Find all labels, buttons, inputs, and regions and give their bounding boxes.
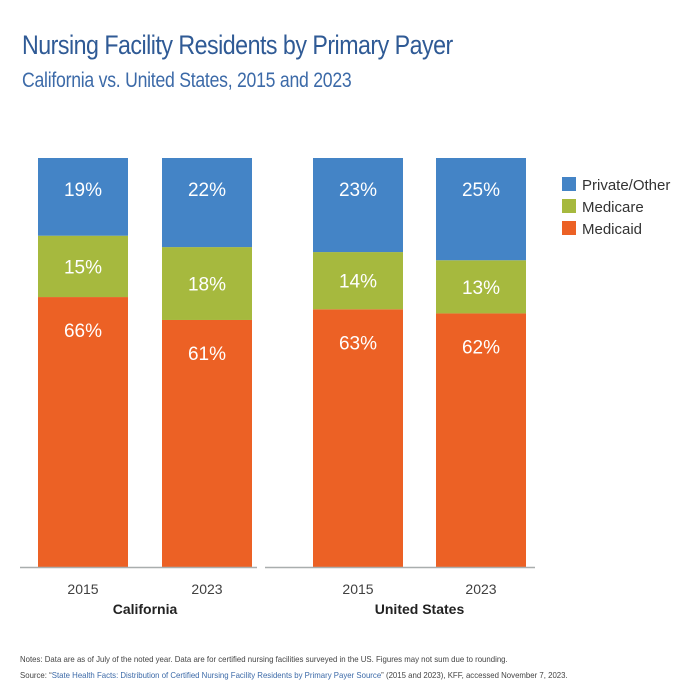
bar-segment-private-other-2 — [313, 158, 403, 253]
group-label-california: California — [113, 601, 178, 617]
bar-value-label: 63% — [339, 333, 377, 354]
bar-segment-private-other-0 — [38, 158, 128, 236]
legend-label: Private/Other — [582, 177, 670, 194]
bar-value-label: 19% — [64, 180, 102, 201]
legend-swatch-medicaid — [562, 221, 576, 235]
x-tick-label: 2015 — [342, 581, 373, 597]
x-tick-label: 2015 — [67, 581, 98, 597]
legend-label: Medicaid — [582, 221, 642, 238]
bar-value-label: 13% — [462, 278, 500, 299]
bar-value-label: 22% — [188, 180, 226, 201]
bar-segment-medicare-2 — [313, 252, 403, 310]
bar-value-label: 61% — [188, 344, 226, 365]
bar-segment-medicaid-0 — [38, 297, 128, 567]
source-link[interactable]: State Health Facts: Distribution of Cert… — [51, 670, 382, 680]
bar-segment-medicaid-3 — [436, 313, 526, 567]
bar-segment-medicare-0 — [38, 235, 128, 298]
chart-title: Nursing Facility Residents by Primary Pa… — [22, 30, 453, 60]
x-tick-label: 2023 — [191, 581, 222, 597]
bar-value-label: 15% — [64, 257, 102, 278]
bar-segment-medicare-3 — [436, 260, 526, 314]
bar-value-label: 62% — [462, 337, 500, 358]
legend-swatch-private-other — [562, 177, 576, 191]
bar-value-label: 25% — [462, 180, 500, 201]
bar-value-label: 14% — [339, 272, 377, 293]
bar-segment-private-other-1 — [162, 158, 252, 248]
x-tick-label: 2023 — [465, 581, 496, 597]
legend-swatch-medicare — [562, 199, 576, 213]
bar-segment-medicaid-1 — [162, 319, 252, 567]
source-suffix: ” (2015 and 2023), KFF, accessed Novembe… — [381, 670, 568, 680]
bar-value-label: 18% — [188, 275, 226, 296]
bar-value-label: 66% — [64, 321, 102, 342]
source-prefix: Source: “ — [20, 670, 52, 680]
bar-segment-private-other-3 — [436, 158, 526, 261]
chart-subtitle: California vs. United States, 2015 and 2… — [22, 69, 352, 92]
legend-label: Medicare — [582, 199, 644, 216]
chart-source: Source: “State Health Facts: Distributio… — [20, 670, 568, 680]
bar-segment-medicare-1 — [162, 247, 252, 320]
group-label-united-states: United States — [375, 601, 465, 617]
bar-segment-medicaid-2 — [313, 309, 403, 567]
chart-notes: Notes: Data are as of July of the noted … — [20, 654, 508, 664]
bar-value-label: 23% — [339, 180, 377, 201]
